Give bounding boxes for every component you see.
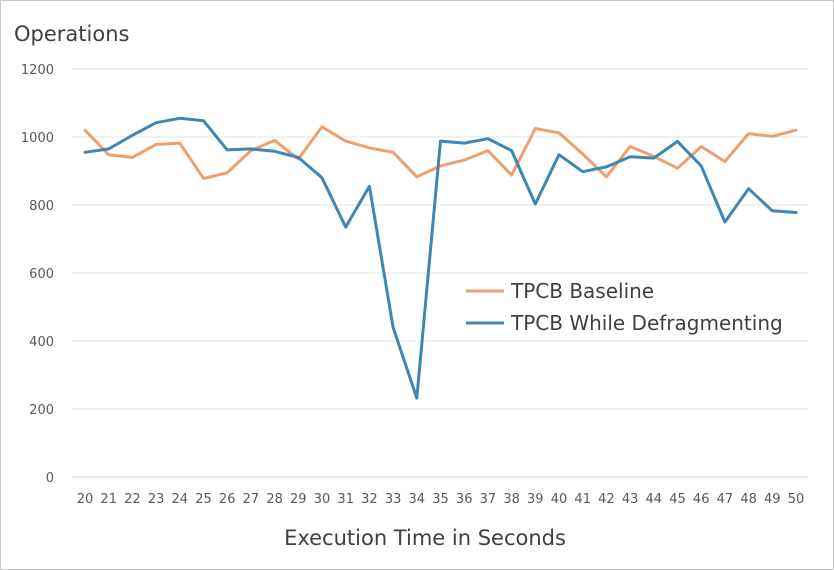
x-tick-label: 47 (717, 492, 734, 507)
y-tick-label: 1000 (21, 131, 54, 146)
x-tick-label: 39 (527, 492, 544, 507)
x-tick-label: 22 (124, 492, 141, 507)
x-tick-label: 48 (740, 492, 757, 507)
x-axis-ticks: 20 21 22 23 24 25 26 27 28 29 30 31 32 33 34 35 36 37 38 39… (77, 492, 805, 507)
series-lines (83, 116, 798, 400)
y-tick-label: 1200 (21, 63, 54, 78)
y-tick-label: 600 (29, 267, 54, 282)
y-axis-ticks: 0 200 400 600 800 1000 1200 (21, 63, 54, 486)
x-tick-label: 34 (409, 492, 426, 507)
chart-title: Operations (14, 22, 129, 46)
x-tick-label: 38 (503, 492, 520, 507)
x-tick-label: 46 (693, 492, 710, 507)
y-tick-label: 0 (46, 471, 54, 486)
x-tick-label: 23 (148, 492, 165, 507)
x-tick-label: 43 (622, 492, 639, 507)
x-tick-label: 45 (669, 492, 686, 507)
x-tick-label: 37 (480, 492, 497, 507)
y-tick-label: 400 (29, 335, 54, 350)
legend: TPCB Baseline TPCB While Defragmenting (466, 279, 783, 335)
x-tick-label: 44 (646, 492, 663, 507)
x-tick-label: 40 (551, 492, 568, 507)
x-tick-label: 20 (77, 492, 94, 507)
legend-label-baseline: TPCB Baseline (510, 279, 654, 303)
x-tick-label: 32 (361, 492, 378, 507)
x-tick-label: 29 (290, 492, 307, 507)
x-axis-label: Execution Time in Seconds (284, 526, 566, 550)
x-tick-label: 41 (574, 492, 591, 507)
x-tick-label: 35 (432, 492, 449, 507)
x-tick-label: 28 (266, 492, 283, 507)
x-tick-label: 24 (172, 492, 189, 507)
x-tick-label: 30 (314, 492, 331, 507)
y-tick-label: 800 (29, 199, 54, 214)
series-line-defrag (83, 116, 798, 400)
y-tick-label: 200 (29, 403, 54, 418)
gridlines (72, 68, 808, 478)
x-tick-label: 36 (456, 492, 473, 507)
x-tick-label: 50 (788, 492, 805, 507)
x-tick-label: 27 (243, 492, 260, 507)
x-tick-label: 26 (219, 492, 236, 507)
legend-label-defrag: TPCB While Defragmenting (510, 311, 783, 335)
x-tick-label: 33 (385, 492, 402, 507)
x-tick-label: 25 (195, 492, 212, 507)
x-tick-label: 31 (337, 492, 354, 507)
series-line-baseline (83, 125, 798, 180)
x-tick-label: 49 (764, 492, 781, 507)
x-tick-label: 21 (100, 492, 117, 507)
x-tick-label: 42 (598, 492, 615, 507)
